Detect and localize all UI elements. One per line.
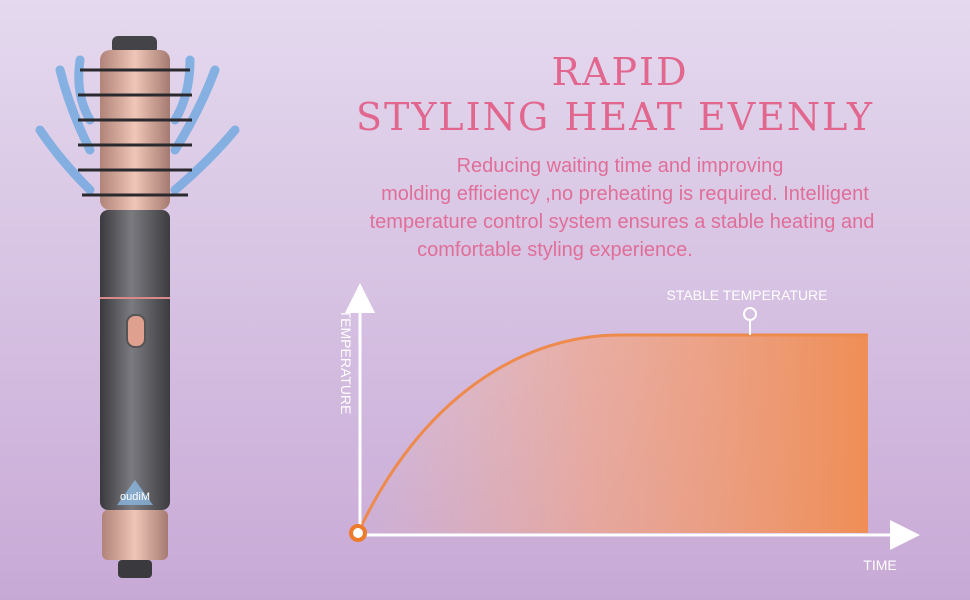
diagram: STABLE TEMPERATURE TIME TEMPERATURE bbox=[338, 283, 920, 573]
annotation-marker bbox=[743, 307, 757, 321]
title-line: STYLING HEAT EVENLY bbox=[356, 95, 874, 139]
x-axis-label: TIME bbox=[863, 557, 896, 573]
product-image: oudiM bbox=[35, 36, 240, 578]
heat-area bbox=[358, 335, 868, 533]
description-line: Reducing waiting time and improving bbox=[457, 155, 784, 177]
description-line: comfortable styling experience. bbox=[417, 239, 693, 261]
description-line: temperature control system ensures a sta… bbox=[370, 211, 875, 233]
title-line: RAPID bbox=[551, 50, 688, 94]
heat-curve bbox=[356, 333, 868, 534]
annotation: STABLE TEMPERATURE bbox=[666, 287, 827, 303]
description-line: molding efficiency ,no preheating is req… bbox=[381, 183, 869, 205]
origin-dot bbox=[349, 524, 367, 542]
brand: oudiM bbox=[120, 491, 150, 503]
y-axis-label: TEMPERATURE bbox=[338, 310, 354, 415]
